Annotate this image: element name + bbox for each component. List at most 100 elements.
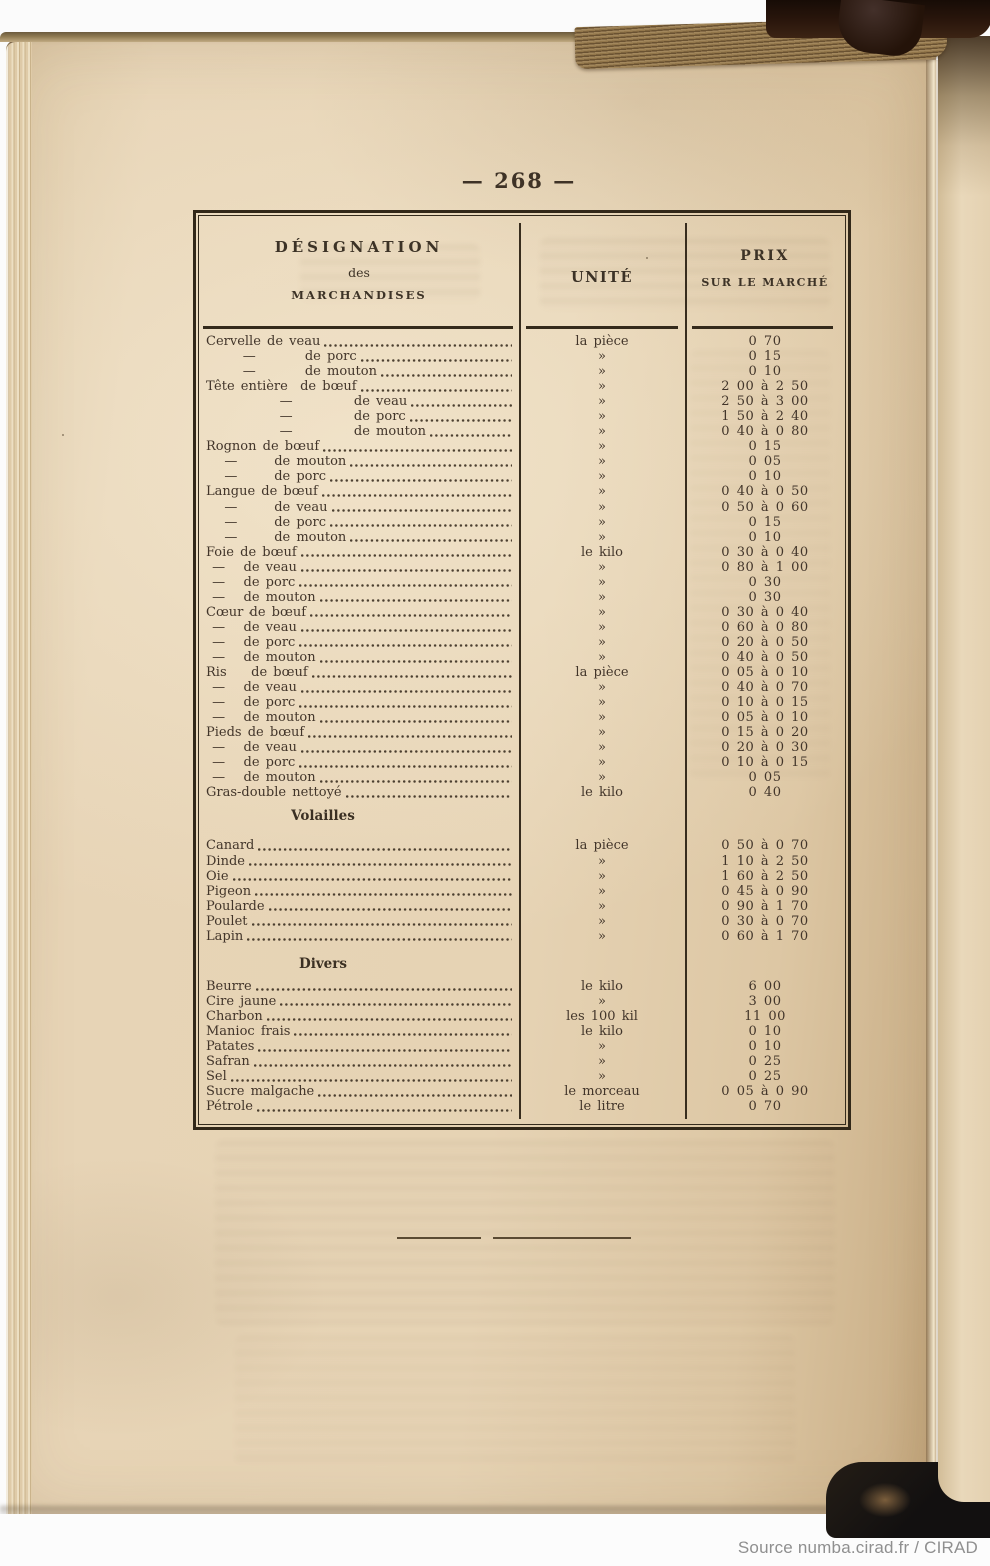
- designation-cell: Poularde: [199, 899, 519, 914]
- item-label: — de mouton: [206, 424, 427, 440]
- table-body: Cervelle de veau la pièce 0 70 — de porc » 0…: [199, 334, 845, 1114]
- price-value: 0 50 à 0 70: [721, 838, 809, 854]
- unit-value: »: [598, 364, 606, 380]
- table-row: Beurre le kilo 6 00: [199, 979, 845, 994]
- dotted-leader: [229, 869, 519, 884]
- price-value: 0 70: [748, 334, 782, 349]
- table-row: — de veau » 0 60 à 0 80: [199, 620, 845, 635]
- item-label: — de porc: [206, 574, 296, 590]
- table-row: — de veau » 0 40 à 0 70: [199, 680, 845, 695]
- column-separator: [685, 223, 687, 1119]
- dotted-leader: [295, 575, 519, 590]
- price-value: 1 60 à 2 50: [721, 868, 809, 884]
- item-label: Langue de bœuf: [206, 484, 318, 500]
- item-label: — de veau: [206, 499, 328, 515]
- dotted-leader: [407, 394, 519, 409]
- price-value: 0 15: [748, 349, 782, 365]
- designation-cell: Tête entière de bœuf: [199, 379, 519, 394]
- unit-value: »: [598, 439, 606, 455]
- unit-value: »: [598, 379, 606, 395]
- price-value: 0 15: [748, 439, 782, 455]
- table-row: — de mouton » 0 05: [199, 770, 845, 785]
- designation-cell: — de porc: [199, 755, 519, 770]
- price-value: 0 10: [748, 529, 782, 545]
- price-value: 0 05: [748, 770, 782, 786]
- unit-value: »: [598, 755, 606, 771]
- unit-value: »: [598, 529, 606, 545]
- section-title-volailles: Volailles: [291, 808, 355, 825]
- item-label: — de veau: [206, 619, 297, 635]
- price-value: 2 50 à 3 00: [721, 394, 809, 410]
- unit-value: le kilo: [580, 978, 623, 994]
- designation-cell: Lapin: [199, 929, 519, 944]
- header-prix-title: PRIX: [740, 248, 790, 264]
- unit-value: »: [598, 913, 606, 929]
- dotted-leader: [326, 515, 519, 530]
- price-value: 0 15 à 0 20: [721, 725, 809, 741]
- section-divider: [397, 1237, 631, 1239]
- unit-value: »: [598, 634, 606, 650]
- dotted-leader: [377, 364, 519, 379]
- designation-cell: — de porc: [199, 575, 519, 590]
- table-row: — de porc » 0 10: [199, 469, 845, 484]
- table-row: — de porc » 0 15: [199, 349, 845, 364]
- price-value: 0 45 à 0 90: [721, 883, 809, 899]
- unit-value: »: [598, 514, 606, 530]
- facing-page-edge: [938, 36, 990, 1502]
- price-value: 0 80 à 1 00: [721, 559, 809, 575]
- unit-value: »: [598, 589, 606, 605]
- price-value: 0 10: [748, 469, 782, 485]
- designation-cell: — de mouton: [199, 650, 519, 665]
- unit-value: »: [598, 1069, 606, 1085]
- table-row: Sel » 0 25: [199, 1069, 845, 1084]
- unit-value: les 100 kil: [566, 1008, 638, 1024]
- price-value: 11 00: [744, 1008, 786, 1024]
- dotted-leader: [328, 500, 520, 515]
- designation-cell: Pétrole: [199, 1099, 519, 1114]
- unit-value: »: [598, 454, 606, 470]
- unit-value: »: [598, 868, 606, 884]
- dotted-leader: [346, 454, 519, 469]
- price-value: 3 00: [748, 993, 782, 1009]
- item-label: — de mouton: [206, 454, 347, 470]
- table-row: — de mouton » 0 40 à 0 80: [199, 424, 845, 439]
- unit-value: le kilo: [580, 544, 623, 560]
- table-row: — de veau » 0 20 à 0 30: [199, 740, 845, 755]
- dotted-leader: [316, 770, 519, 785]
- price-value: 0 15: [748, 514, 782, 530]
- table-row: Manioc frais le kilo 0 10: [199, 1024, 845, 1039]
- dotted-leader: [357, 379, 519, 394]
- dotted-leader: [316, 590, 519, 605]
- unit-value: »: [598, 559, 606, 575]
- item-label: — de porc: [206, 409, 406, 425]
- scan-bottom-margin: [0, 1514, 990, 1566]
- paper-speck: [249, 612, 251, 614]
- item-label: Manioc frais: [206, 1023, 291, 1039]
- unit-value: »: [598, 993, 606, 1009]
- item-label: — de veau: [206, 394, 408, 410]
- dotted-leader: [295, 635, 519, 650]
- column-separator: [519, 223, 521, 1119]
- unit-value: »: [598, 484, 606, 500]
- dotted-leader: [254, 838, 519, 853]
- dotted-leader: [318, 484, 519, 499]
- price-value: 0 30 à 0 40: [721, 604, 809, 620]
- unit-value: »: [598, 574, 606, 590]
- unit-value: »: [598, 649, 606, 665]
- table-row: — de porc » 0 15: [199, 515, 845, 530]
- page-number: — 268 —: [461, 168, 577, 193]
- item-label: Pigeon: [206, 883, 252, 899]
- table-row: Safran » 0 25: [199, 1054, 845, 1069]
- table-row: — de veau » 2 50 à 3 00: [199, 394, 845, 409]
- header-designation-des: des: [348, 265, 370, 280]
- item-label: Pétrole: [206, 1099, 253, 1115]
- dotted-leader: [314, 1084, 519, 1099]
- item-label: — de porc: [206, 755, 296, 771]
- table-row: Dinde » 1 10 à 2 50: [199, 854, 845, 869]
- designation-cell: Manioc frais: [199, 1024, 519, 1039]
- dotted-leader: [316, 710, 519, 725]
- unit-value: »: [598, 898, 606, 914]
- item-label: Pieds de bœuf: [206, 725, 305, 741]
- price-value: 0 10 à 0 15: [721, 755, 809, 771]
- dotted-leader: [326, 469, 519, 484]
